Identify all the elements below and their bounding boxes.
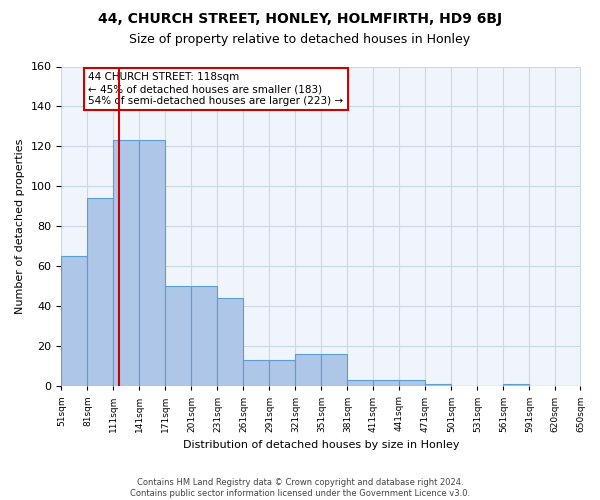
Bar (217, 298, 244, 386)
Text: 44, CHURCH STREET, HONLEY, HOLMFIRTH, HD9 6BJ: 44, CHURCH STREET, HONLEY, HOLMFIRTH, HD… (98, 12, 502, 26)
Bar (347, 380, 373, 386)
X-axis label: Distribution of detached houses by size in Honley: Distribution of detached houses by size … (183, 440, 459, 450)
Bar (322, 354, 347, 386)
Bar (166, 286, 191, 386)
Y-axis label: Number of detached properties: Number of detached properties (15, 138, 25, 314)
Bar (269, 360, 295, 386)
Bar (244, 360, 269, 386)
Bar (113, 140, 139, 386)
Text: Contains HM Land Registry data © Crown copyright and database right 2024.
Contai: Contains HM Land Registry data © Crown c… (130, 478, 470, 498)
Bar (139, 140, 166, 386)
Bar (400, 380, 425, 386)
Bar (191, 286, 217, 386)
Bar (503, 384, 529, 386)
Text: 44 CHURCH STREET: 118sqm
← 45% of detached houses are smaller (183)
54% of semi-: 44 CHURCH STREET: 118sqm ← 45% of detach… (88, 72, 343, 106)
Bar (88, 198, 113, 386)
Bar (373, 380, 400, 386)
Bar (61, 256, 88, 386)
Bar (295, 354, 322, 386)
Text: Size of property relative to detached houses in Honley: Size of property relative to detached ho… (130, 32, 470, 46)
Bar (425, 384, 451, 386)
